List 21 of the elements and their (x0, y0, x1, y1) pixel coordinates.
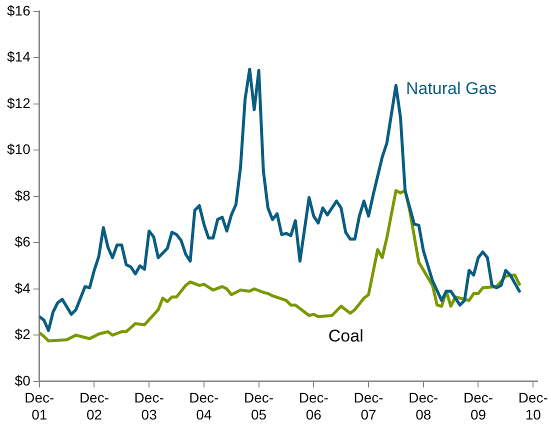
y-tick-label: $2 (14, 326, 31, 342)
x-tick-label: Dec-02 (79, 390, 110, 422)
series-label: Natural Gas (406, 79, 497, 98)
y-tick-label: $8 (14, 187, 31, 204)
x-tick-label: Dec-01 (24, 390, 54, 422)
y-tick-label: $4 (14, 280, 31, 296)
y-tick-label: $6 (14, 234, 31, 250)
y-tick-label: $0 (14, 372, 31, 388)
x-tick-label: Dec-03 (134, 390, 164, 422)
x-tick-label: Dec-10 (518, 390, 548, 422)
x-tick-label: Dec-06 (298, 390, 329, 422)
x-tick-label: Dec-07 (354, 390, 384, 422)
x-tick-label: Dec-05 (244, 390, 274, 422)
x-tick-label: Dec-09 (463, 390, 494, 422)
x-tick-label: Dec-08 (408, 390, 439, 422)
y-tick-label: $14 (7, 48, 31, 65)
series-label: Coal (328, 326, 364, 346)
x-tick-label: Dec-04 (189, 390, 220, 422)
y-tick-label: $10 (7, 141, 31, 158)
y-tick-label: $12 (7, 94, 31, 111)
y-tick-label: $16 (7, 2, 31, 18)
